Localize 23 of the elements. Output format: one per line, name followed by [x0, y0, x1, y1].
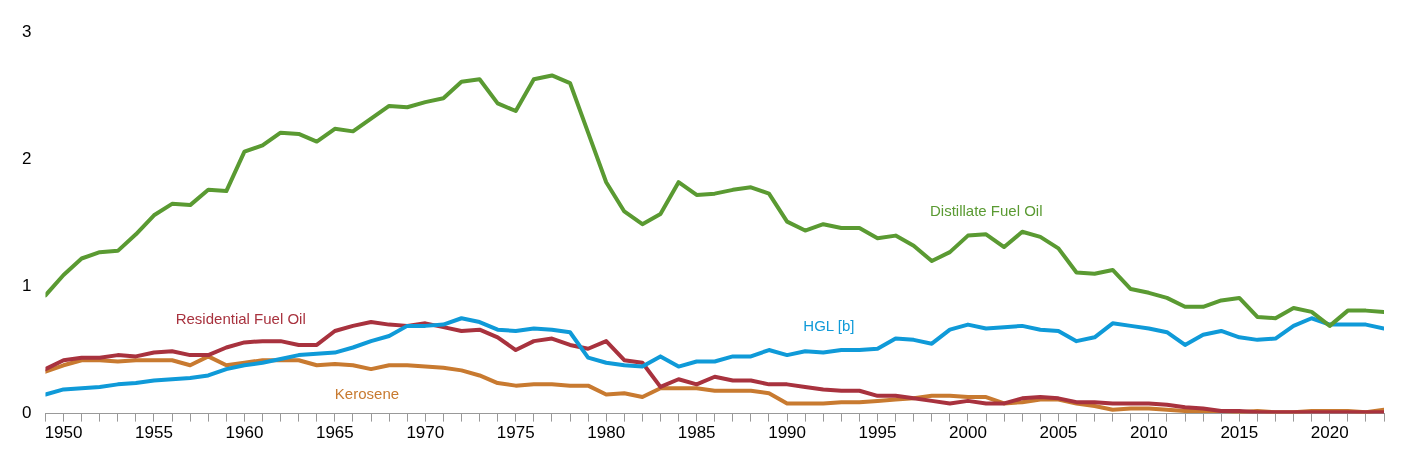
- x-tick-label: 2015: [1220, 423, 1259, 443]
- x-tick-label: 2020: [1310, 423, 1349, 443]
- x-tick-label: 1990: [768, 423, 806, 443]
- x-tick-label: 2010: [1129, 423, 1168, 443]
- x-tick-label: 2000: [949, 423, 987, 443]
- series-label: HGL [b]: [803, 317, 855, 335]
- series-label: Residential Fuel Oil: [175, 309, 306, 327]
- y-tick-label: 1: [21, 276, 32, 296]
- series-label: Kerosene: [334, 384, 400, 402]
- y-tick-label: 2: [21, 149, 32, 169]
- x-tick-label: 1965: [315, 423, 354, 443]
- x-tick-label: 1995: [858, 423, 897, 443]
- x-tick-label: 1960: [225, 423, 264, 443]
- x-tick-label: 1950: [44, 423, 83, 443]
- x-tick-label: 1955: [135, 423, 173, 443]
- x-tick-label: 1985: [677, 423, 716, 443]
- y-tick-label: 0: [21, 403, 32, 423]
- x-tick-label: 1975: [496, 423, 535, 443]
- x-tick-label: 1970: [406, 423, 445, 443]
- x-tick-label: 1980: [587, 423, 626, 443]
- series-label: Distillate Fuel Oil: [929, 201, 1043, 219]
- y-tick-label: 3: [21, 21, 32, 41]
- x-tick-label: 2005: [1039, 423, 1078, 443]
